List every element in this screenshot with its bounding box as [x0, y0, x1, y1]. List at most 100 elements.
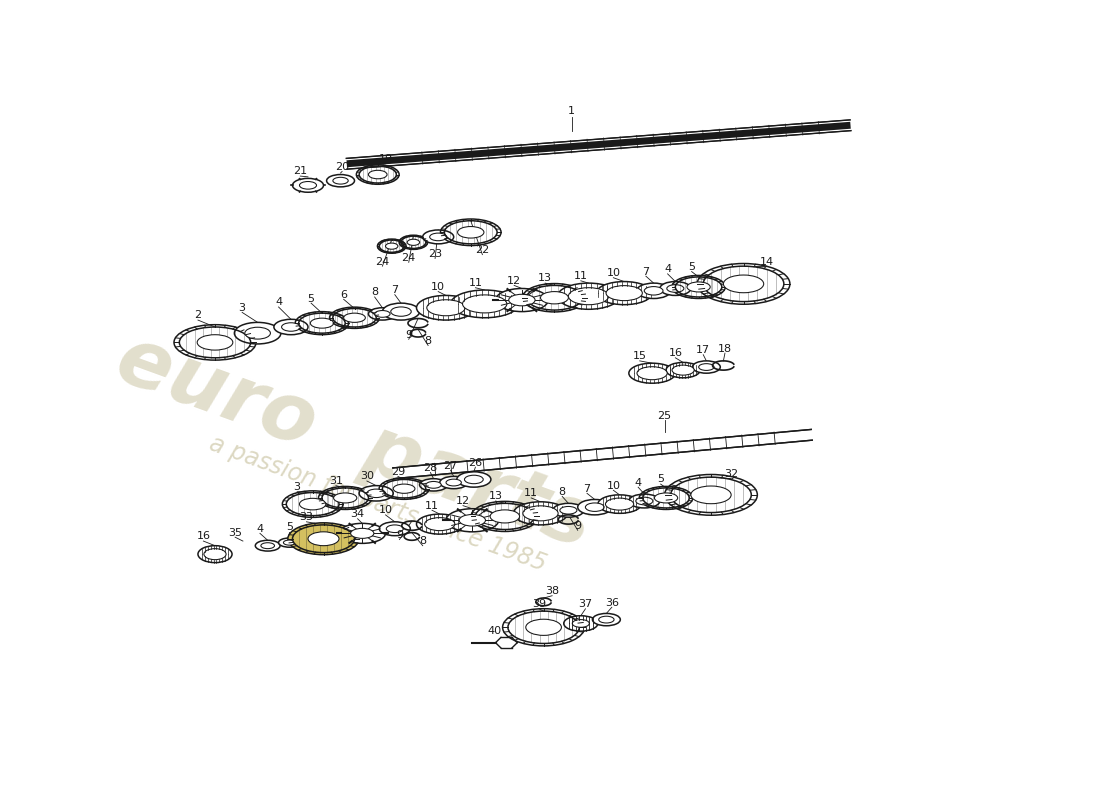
Ellipse shape — [359, 486, 394, 501]
Ellipse shape — [425, 518, 455, 530]
Ellipse shape — [390, 307, 411, 316]
Text: 11: 11 — [525, 488, 538, 498]
Ellipse shape — [508, 294, 535, 306]
Text: 25: 25 — [658, 410, 672, 421]
Text: 21: 21 — [294, 166, 307, 177]
Ellipse shape — [496, 289, 548, 312]
Text: 15: 15 — [632, 351, 647, 362]
Ellipse shape — [288, 523, 359, 554]
Ellipse shape — [299, 182, 317, 189]
Ellipse shape — [204, 549, 227, 560]
Ellipse shape — [333, 493, 356, 503]
Ellipse shape — [514, 502, 568, 525]
Text: 11: 11 — [425, 501, 439, 510]
Ellipse shape — [351, 528, 374, 538]
Ellipse shape — [430, 233, 447, 241]
Text: 18: 18 — [718, 343, 732, 354]
Text: 4: 4 — [256, 524, 264, 534]
Ellipse shape — [299, 498, 326, 510]
Ellipse shape — [386, 525, 404, 533]
Ellipse shape — [688, 282, 711, 292]
Ellipse shape — [234, 322, 280, 344]
Ellipse shape — [698, 364, 714, 370]
Text: 2: 2 — [195, 310, 201, 321]
Ellipse shape — [379, 522, 410, 536]
Text: 9: 9 — [405, 330, 412, 340]
Text: 9: 9 — [574, 521, 581, 530]
Ellipse shape — [375, 310, 390, 318]
Ellipse shape — [491, 510, 519, 523]
Ellipse shape — [255, 540, 280, 551]
Text: 40: 40 — [487, 626, 502, 636]
Ellipse shape — [724, 275, 763, 293]
Text: 8: 8 — [371, 287, 378, 298]
Ellipse shape — [456, 472, 491, 487]
Ellipse shape — [368, 308, 396, 320]
Ellipse shape — [419, 478, 448, 491]
Text: 5: 5 — [286, 522, 293, 532]
Text: 24: 24 — [375, 257, 389, 266]
Ellipse shape — [310, 318, 333, 328]
Ellipse shape — [560, 506, 576, 514]
Text: 11: 11 — [574, 271, 587, 281]
Ellipse shape — [654, 493, 678, 503]
Ellipse shape — [667, 362, 700, 378]
Text: 4: 4 — [664, 264, 671, 274]
Text: 39: 39 — [532, 599, 546, 610]
Ellipse shape — [540, 291, 569, 304]
Ellipse shape — [383, 303, 419, 320]
Ellipse shape — [440, 476, 467, 489]
Ellipse shape — [464, 475, 483, 484]
Text: 16: 16 — [197, 531, 210, 542]
Text: 29: 29 — [390, 466, 405, 477]
Ellipse shape — [417, 295, 475, 320]
Text: 3: 3 — [294, 482, 300, 492]
Text: 11: 11 — [469, 278, 483, 288]
Ellipse shape — [605, 498, 634, 510]
Ellipse shape — [598, 616, 614, 623]
Ellipse shape — [333, 178, 349, 184]
Text: 33: 33 — [299, 512, 314, 522]
Text: 34: 34 — [351, 509, 365, 519]
Ellipse shape — [636, 498, 653, 505]
Text: 13: 13 — [488, 491, 503, 502]
Ellipse shape — [407, 239, 419, 246]
Text: 10: 10 — [378, 506, 393, 515]
Ellipse shape — [274, 319, 308, 334]
Ellipse shape — [553, 503, 584, 517]
Ellipse shape — [261, 542, 275, 549]
Text: 24: 24 — [402, 253, 416, 262]
Text: euro  parts: euro parts — [106, 320, 603, 565]
Ellipse shape — [446, 509, 498, 532]
Ellipse shape — [563, 616, 597, 631]
Text: 17: 17 — [696, 345, 711, 355]
Ellipse shape — [597, 495, 641, 514]
Ellipse shape — [278, 538, 300, 547]
Ellipse shape — [308, 532, 339, 546]
Ellipse shape — [385, 243, 398, 250]
Text: 8: 8 — [425, 336, 431, 346]
Ellipse shape — [394, 484, 415, 494]
Ellipse shape — [596, 282, 652, 305]
Ellipse shape — [366, 489, 386, 498]
Ellipse shape — [629, 363, 675, 383]
Text: 13: 13 — [538, 274, 552, 283]
Ellipse shape — [284, 540, 296, 545]
Text: 5: 5 — [657, 474, 664, 485]
Ellipse shape — [368, 170, 387, 178]
Text: a passion for parts since 1985: a passion for parts since 1985 — [206, 432, 550, 577]
Text: 10: 10 — [431, 282, 446, 292]
Text: 19: 19 — [378, 154, 393, 164]
Text: 8: 8 — [559, 486, 565, 497]
Text: 35: 35 — [228, 527, 242, 538]
Text: 27: 27 — [443, 461, 458, 470]
Text: 10: 10 — [606, 481, 620, 490]
Text: 7: 7 — [642, 266, 649, 277]
Ellipse shape — [572, 620, 590, 627]
Ellipse shape — [629, 494, 660, 508]
Ellipse shape — [293, 525, 354, 553]
Text: 30: 30 — [360, 471, 374, 482]
Ellipse shape — [458, 226, 484, 238]
Ellipse shape — [343, 313, 365, 322]
Ellipse shape — [327, 174, 354, 187]
